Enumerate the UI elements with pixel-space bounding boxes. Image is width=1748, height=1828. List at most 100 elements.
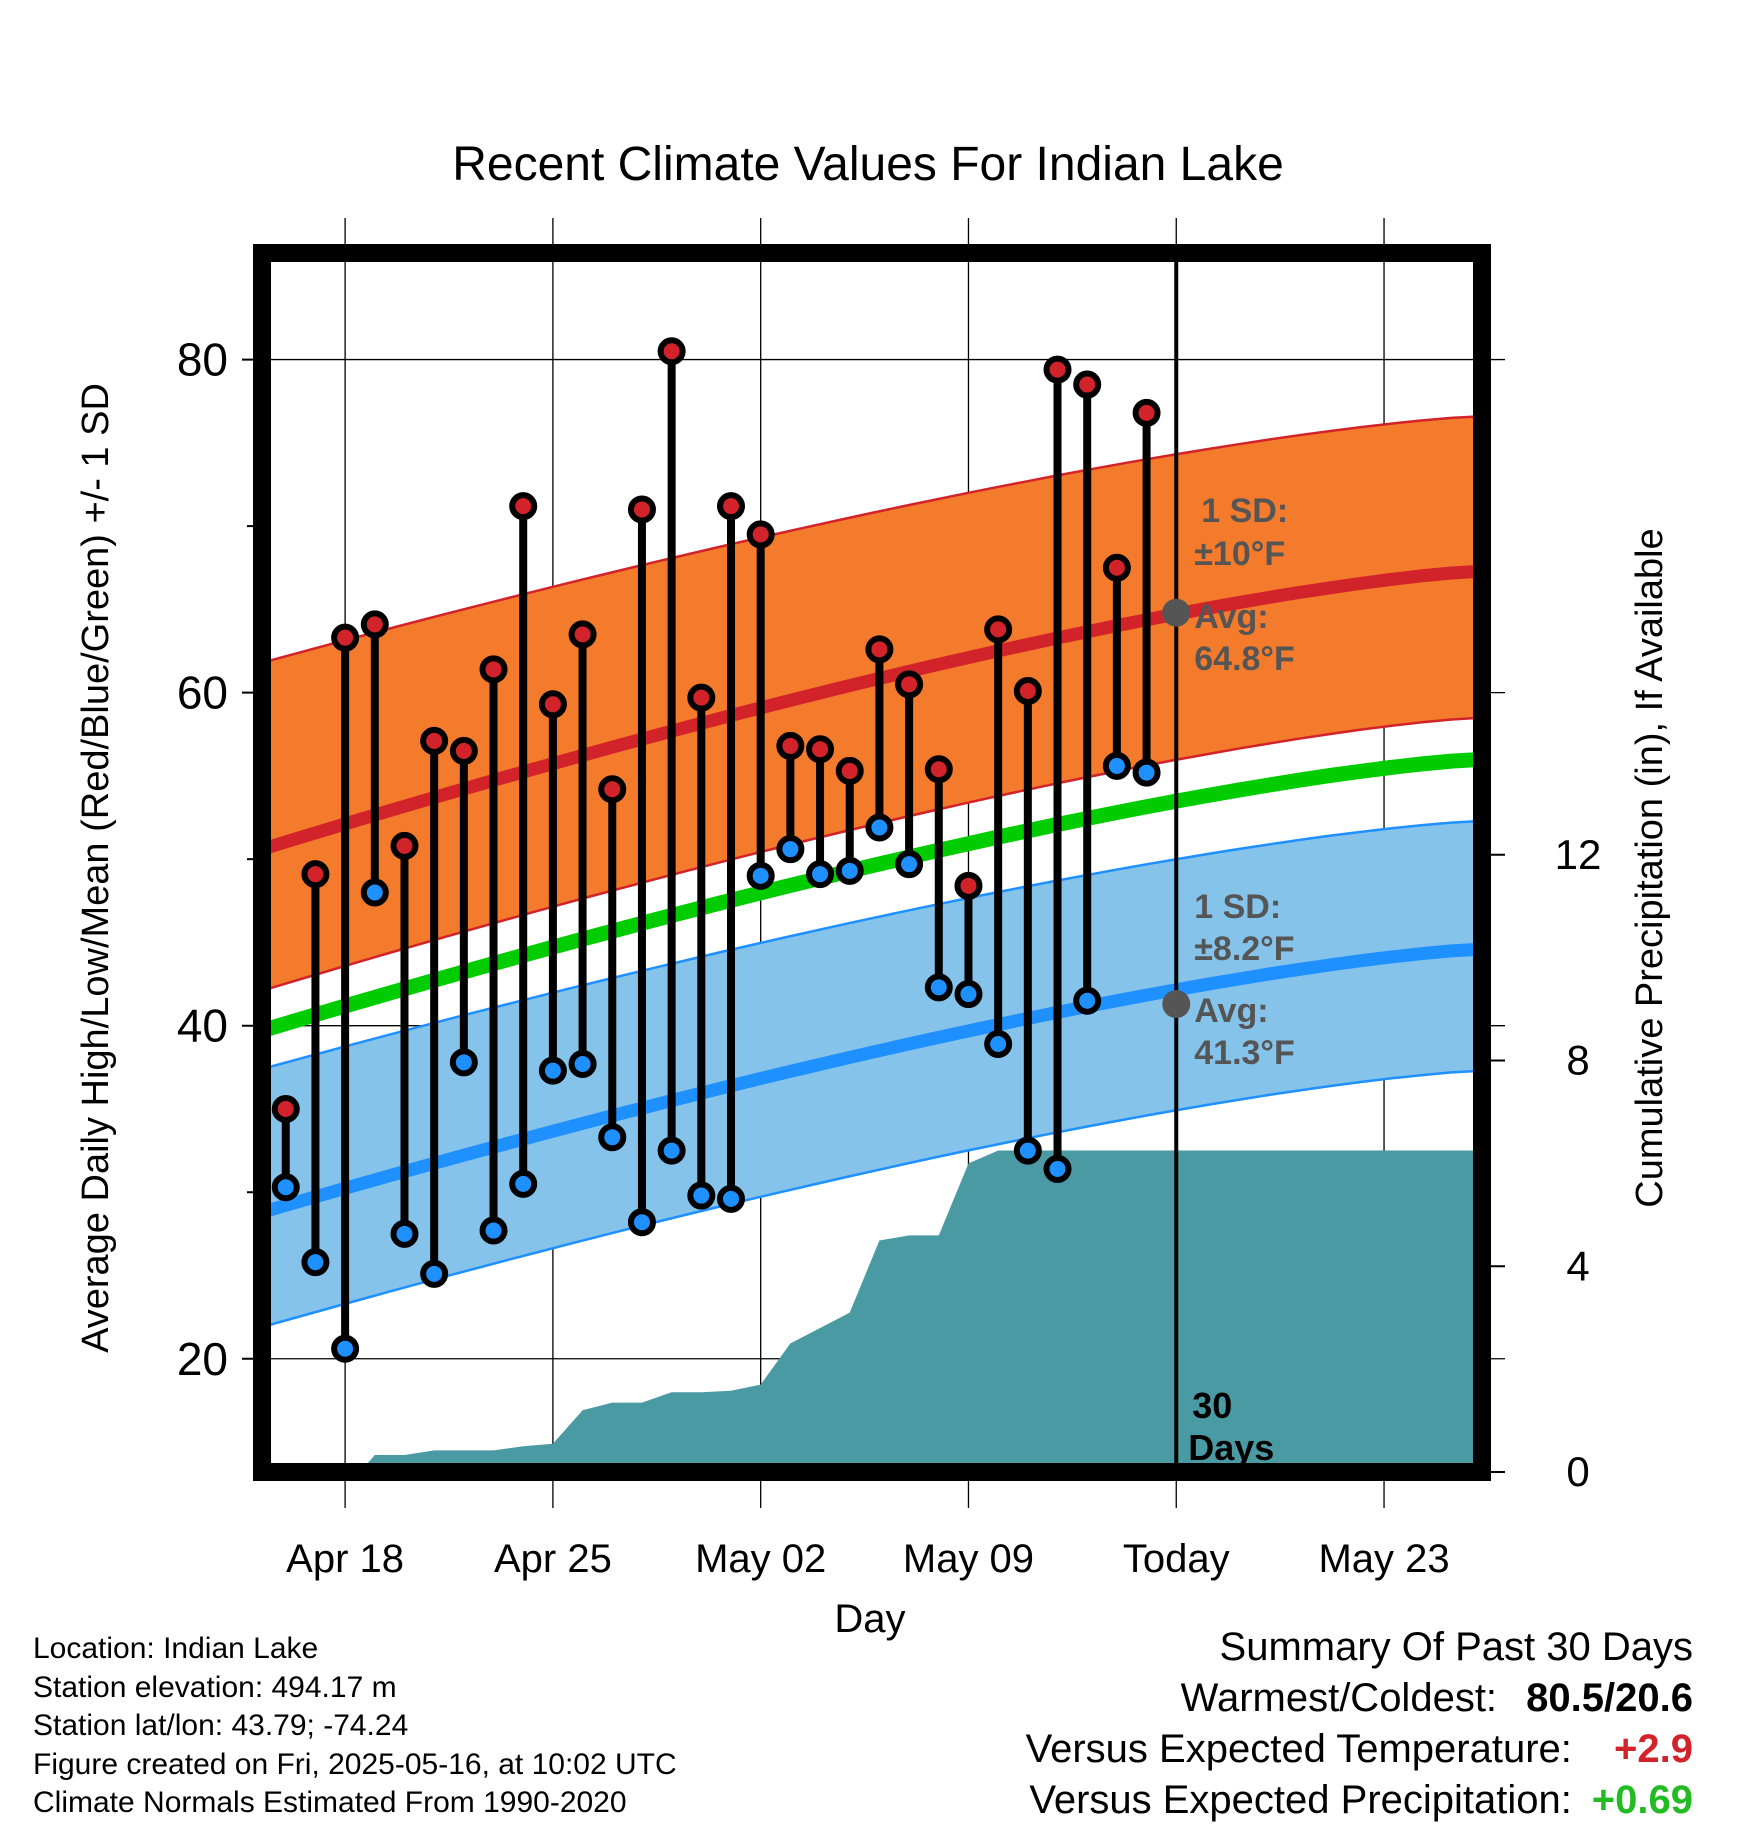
day-low-21 xyxy=(895,850,924,879)
day-low-4 xyxy=(390,1219,419,1248)
precip-area xyxy=(360,1150,1482,1472)
warm-cold-label: Warmest/Coldest: xyxy=(1180,1676,1498,1720)
summary-temp: Versus Expected Temperature: +2.9 xyxy=(1026,1724,1693,1775)
y2-axis-label: Cumulative Precipitation (in), If Availa… xyxy=(1629,528,1671,1207)
day-high-17 xyxy=(776,731,805,760)
day-high-29 xyxy=(1132,398,1161,427)
day-high-12 xyxy=(627,495,656,524)
precip-area-fill xyxy=(360,1150,1482,1472)
daily-bars xyxy=(271,337,1161,1363)
day-high-1 xyxy=(301,860,330,889)
day-high-20 xyxy=(865,635,894,664)
day-high-28 xyxy=(1102,553,1131,582)
day-high-8 xyxy=(509,492,538,521)
day-high-14 xyxy=(687,683,716,712)
y-tick-label-0: 20 xyxy=(177,1333,228,1385)
day-low-3 xyxy=(360,878,389,907)
day-low-18 xyxy=(806,860,835,889)
info-location: Location: Indian Lake xyxy=(33,1632,319,1665)
day-low-23 xyxy=(954,980,983,1009)
day-high-23 xyxy=(954,871,983,900)
day-low-5 xyxy=(420,1259,449,1288)
day-low-9 xyxy=(538,1056,567,1085)
day-high-0 xyxy=(271,1094,300,1123)
temp-label: Versus Expected Temperature: xyxy=(1025,1727,1572,1771)
info-normals: Climate Normals Estimated From 1990-2020 xyxy=(33,1786,627,1819)
axes: 20 40 60 80 0 4 8 12 Apr 18 Apr 25 May 02 May 09 Tod… xyxy=(177,334,1602,1581)
day-high-22 xyxy=(924,755,953,784)
day-high-26 xyxy=(1043,355,1072,384)
high-sd-label: 1 SD: xyxy=(1201,492,1288,530)
low-lower-line xyxy=(261,1069,1483,1329)
low-avg-value: 41.3°F xyxy=(1194,1034,1295,1072)
day-low-10 xyxy=(568,1050,597,1079)
y2-tick-label-0: 0 xyxy=(1566,1448,1589,1495)
day-low-26 xyxy=(1043,1154,1072,1183)
day-high-3 xyxy=(360,610,389,639)
day-high-5 xyxy=(420,726,449,755)
day-high-18 xyxy=(806,735,835,764)
y2-tick-label-2: 8 xyxy=(1566,1037,1589,1084)
day-low-28 xyxy=(1102,751,1131,780)
period-count: 30 xyxy=(1192,1385,1232,1426)
plot-border xyxy=(253,244,1491,1481)
day-low-15 xyxy=(717,1184,746,1213)
summary-panel: Summary Of Past 30 Days Warmest/Coldest:… xyxy=(1026,1622,1693,1826)
info-elevation: Station elevation: 494.17 m xyxy=(33,1670,397,1704)
day-high-10 xyxy=(568,620,597,649)
day-low-0 xyxy=(271,1173,300,1202)
day-low-11 xyxy=(598,1123,627,1152)
annotations: 1 SD: ±10°F Avg: 64.8°F 1 SD: ±8.2°F Avg: 41.3°… xyxy=(1162,492,1295,1468)
day-low-8 xyxy=(509,1169,538,1198)
high-avg-value: 64.8°F xyxy=(1194,640,1295,678)
day-low-22 xyxy=(924,973,953,1002)
day-high-21 xyxy=(895,670,924,699)
high-sd-value: ±10°F xyxy=(1194,535,1285,573)
y2-tick-label-3: 12 xyxy=(1555,831,1602,878)
low-avg-label: Avg: xyxy=(1194,992,1268,1030)
chart-title: Recent Climate Values For Indian Lake xyxy=(452,138,1284,191)
day-high-9 xyxy=(538,690,567,719)
day-low-14 xyxy=(687,1181,716,1210)
day-high-27 xyxy=(1073,370,1102,399)
day-high-7 xyxy=(479,655,508,684)
precip-label: Versus Expected Precipitation: xyxy=(1029,1778,1572,1822)
day-low-19 xyxy=(835,856,864,885)
day-low-17 xyxy=(776,835,805,864)
x-tick-label-2: May 02 xyxy=(695,1537,826,1581)
station-info: Location: Indian Lake Station elevation:… xyxy=(33,1630,677,1823)
plot-frame xyxy=(253,244,1491,1481)
day-low-7 xyxy=(479,1216,508,1245)
temp-value: +2.9 xyxy=(1614,1727,1693,1771)
y-tick-label-3: 80 xyxy=(177,334,228,386)
day-high-24 xyxy=(984,615,1013,644)
x-tick-label-3: May 09 xyxy=(903,1537,1034,1581)
high-avg-label: Avg: xyxy=(1194,598,1268,636)
low-sd-value: ±8.2°F xyxy=(1194,930,1294,968)
day-low-6 xyxy=(449,1048,478,1077)
y-tick-label-2: 60 xyxy=(177,667,228,719)
precip-value: +0.69 xyxy=(1591,1778,1693,1822)
day-low-20 xyxy=(865,813,894,842)
day-low-12 xyxy=(627,1208,656,1237)
x-tick-label-1: Apr 25 xyxy=(494,1537,612,1581)
day-high-15 xyxy=(717,492,746,521)
day-low-2 xyxy=(331,1334,360,1363)
low-sd-label: 1 SD: xyxy=(1194,888,1281,926)
day-high-11 xyxy=(598,775,627,804)
day-high-13 xyxy=(657,337,686,366)
day-high-16 xyxy=(746,520,775,549)
day-low-1 xyxy=(301,1248,330,1277)
day-low-13 xyxy=(657,1136,686,1165)
summary-warm-cold: Warmest/Coldest: 80.5/20.6 xyxy=(1026,1673,1693,1724)
summary-heading: Summary Of Past 30 Days xyxy=(1219,1625,1693,1669)
high-upper-line xyxy=(261,414,1483,664)
day-high-4 xyxy=(390,831,419,860)
low-normal-line xyxy=(260,942,1483,1219)
warm-cold-value: 80.5/20.6 xyxy=(1526,1676,1693,1720)
period-unit: Days xyxy=(1188,1427,1274,1468)
day-low-29 xyxy=(1132,758,1161,787)
day-high-19 xyxy=(835,756,864,785)
x-tick-label-0: Apr 18 xyxy=(286,1537,404,1581)
